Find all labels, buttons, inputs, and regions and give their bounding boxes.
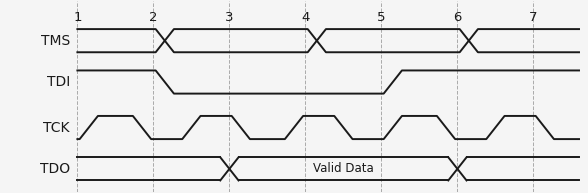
Text: 2: 2: [149, 11, 158, 25]
Text: TMS: TMS: [41, 34, 70, 48]
Text: TDO: TDO: [39, 162, 70, 176]
Text: 4: 4: [301, 11, 310, 25]
Text: 1: 1: [73, 11, 82, 25]
Text: Valid Data: Valid Data: [313, 162, 374, 175]
Text: 3: 3: [225, 11, 233, 25]
Text: 6: 6: [453, 11, 462, 25]
Text: 5: 5: [377, 11, 386, 25]
Text: TDI: TDI: [46, 75, 70, 89]
Text: 7: 7: [529, 11, 537, 25]
Text: TCK: TCK: [44, 120, 70, 135]
